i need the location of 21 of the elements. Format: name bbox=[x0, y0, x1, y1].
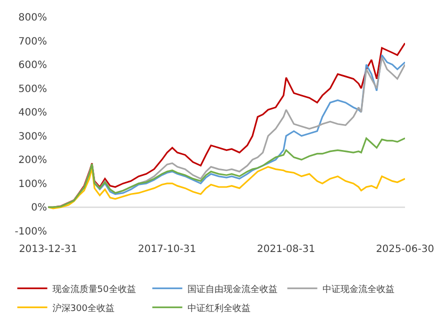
y-tick-label: -100% bbox=[14, 226, 47, 238]
legend-label: 现金流质量50全收益 bbox=[52, 284, 136, 295]
x-tick-label: 2013-12-31 bbox=[18, 244, 78, 255]
y-tick-label: 300% bbox=[18, 131, 47, 142]
x-tick-label: 2017-10-31 bbox=[138, 244, 196, 255]
legend-label: 中证现金流全收益 bbox=[322, 284, 394, 295]
legend-label: 中证红利全收益 bbox=[187, 302, 250, 314]
y-tick-label: 700% bbox=[18, 36, 47, 48]
legend-label: 沪深300全收益 bbox=[52, 302, 114, 314]
y-tick-label: 800% bbox=[18, 12, 47, 24]
legend-label: 国证自由现金流全收益 bbox=[187, 284, 278, 295]
x-tick-label: 2021-08-31 bbox=[256, 244, 316, 255]
y-tick-label: 500% bbox=[18, 84, 47, 95]
y-tick-label: 100% bbox=[18, 178, 47, 190]
y-tick-label: 0% bbox=[31, 202, 47, 214]
x-tick-label: 2025-06-30 bbox=[376, 244, 434, 255]
y-tick-label: 600% bbox=[18, 60, 47, 72]
line-series bbox=[48, 137, 405, 208]
line-series bbox=[48, 166, 405, 210]
y-tick-label: 400% bbox=[18, 108, 47, 119]
y-tick-label: 200% bbox=[18, 155, 47, 166]
